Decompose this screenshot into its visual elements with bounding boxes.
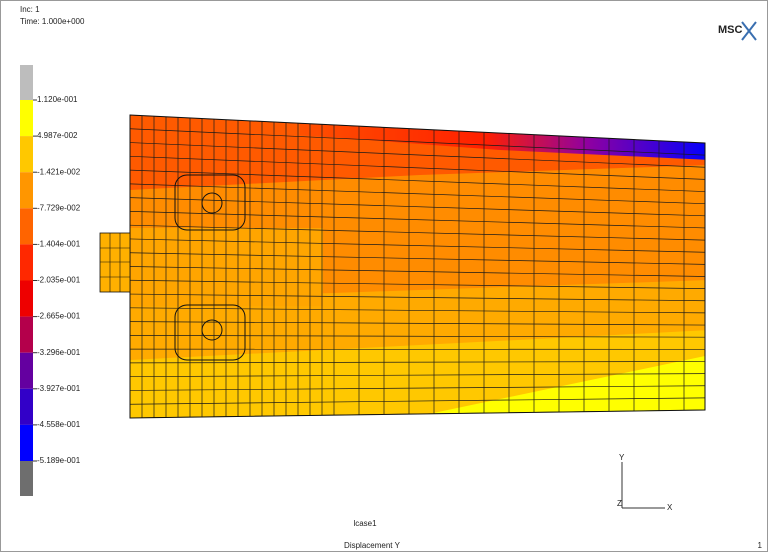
legend-band [20,353,33,389]
legend-label: -1.404e-001 [37,240,81,249]
tab [100,233,130,292]
legend-label: -7.729e-002 [37,203,81,212]
legend-label: -3.927e-001 [37,384,81,393]
legend-label: -2.035e-001 [37,276,81,285]
legend-band [20,389,33,425]
triad-z: Z [617,499,622,508]
legend-label: 4.987e-002 [37,131,78,140]
result-name: Displacement Y [344,541,401,550]
triad-y: Y [619,453,625,462]
legend-label: 1.120e-001 [37,95,78,104]
legend-band [20,172,33,208]
result-viewport: Inc: 1 Time: 1.000e+000 MSC 1.120e-001 4.… [0,0,768,552]
legend-band [20,136,33,172]
page-number: 1 [758,541,763,550]
legend-band [20,100,33,136]
time-label: Time: 1.000e+000 [20,17,85,26]
legend-band [20,208,33,244]
legend-band [20,317,33,353]
triad-x: X [667,503,673,512]
legend-band [20,244,33,280]
legend-cap-top [20,65,33,100]
logo: MSC [718,24,743,36]
legend-band [20,281,33,317]
model-contour [130,100,710,425]
legend-band [20,425,33,461]
legend-label: -4.558e-001 [37,420,81,429]
legend-label: -3.296e-001 [37,348,81,357]
load-case: lcase1 [353,519,377,528]
legend-cap-bottom [20,461,33,496]
increment-label: Inc: 1 [20,5,40,14]
legend-label: -1.421e-002 [37,167,81,176]
legend-label: -2.665e-001 [37,312,81,321]
legend-label: -5.189e-001 [37,456,81,465]
